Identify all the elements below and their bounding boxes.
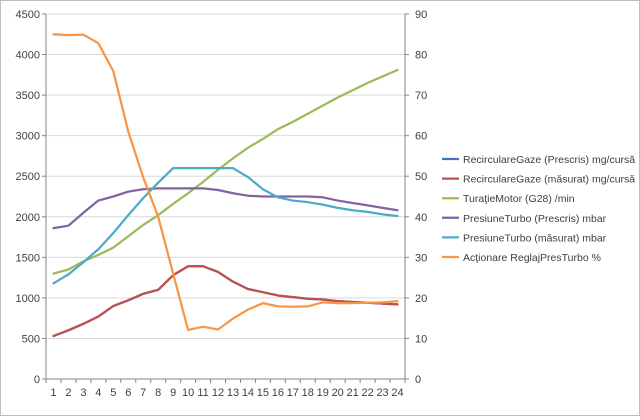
y2-tick-label: 80 [415,50,427,62]
y-tick-label: 1500 [16,252,40,264]
right-axis-tick-labels: 0 10 20 30 40 50 60 70 80 90 [415,9,427,386]
y-tick-label: 0 [34,374,40,386]
x-tick-label: 2 [65,387,71,399]
x-tick-label: 4 [95,387,101,399]
y-tick-label: 2500 [16,171,40,183]
y2-tick-label: 0 [415,374,421,386]
x-tick-label: 14 [242,387,254,399]
y2-tick-label: 10 [415,333,427,345]
x-tick-label: 20 [332,387,344,399]
x-tick-label: 15 [257,387,269,399]
legend-label: RecirculareGaze (Prescris) mg/cursă [463,154,635,166]
y-tick-label: 4000 [16,50,40,62]
y2-tick-label: 70 [415,90,427,102]
y2-tick-label: 20 [415,293,427,305]
y-tick-label: 3500 [16,90,40,102]
x-tick-label: 1 [50,387,56,399]
x-tick-label: 19 [317,387,329,399]
x-tick-label: 9 [170,387,176,399]
series-line-5 [52,166,399,285]
legend-label: Acţionare ReglajPresTurbo % [463,252,601,264]
series-lines [52,33,399,338]
y-tick-label: 500 [22,333,40,345]
x-tick-label: 18 [302,387,314,399]
legend-label: TuraţieMotor (G28) /min [463,193,575,205]
x-tick-label: 10 [182,387,194,399]
x-tick-label: 16 [272,387,284,399]
x-tick-label: 21 [347,387,359,399]
y2-tick-label: 50 [415,171,427,183]
axes [42,13,409,383]
y-tick-label: 1000 [16,293,40,305]
y2-tick-label: 60 [415,131,427,143]
x-tick-label: 12 [212,387,224,399]
x-tick-label: 11 [197,387,208,399]
y-tick-label: 3000 [16,131,40,143]
x-tick-label: 8 [155,387,161,399]
legend-label: PresiuneTurbo (măsurat) mbar [463,232,607,244]
left-axis-tick-labels: 0 500 1000 1500 2000 2500 3000 3500 4000 4500 [16,9,40,386]
x-axis-tick-labels: 1 2 3 4 5 6 7 8 9 10 11 12 13 14 15 16 17 18 19 20 21 22 23 24 [50,387,403,399]
legend-label: RecirculareGaze (măsurat) mg/cursă [463,174,635,186]
series-line-3 [52,68,399,275]
x-tick-label: 7 [140,387,146,399]
x-tick-label: 17 [287,387,299,399]
y-tick-label: 2000 [16,212,40,224]
y2-tick-label: 30 [415,252,427,264]
series-line-6 [52,33,399,332]
series-line-4 [52,187,399,230]
y-tick-label: 4500 [16,9,40,21]
x-tick-label: 23 [376,387,388,399]
x-tick-label: 5 [110,387,116,399]
x-tick-label: 3 [80,387,86,399]
grid-lines [46,13,405,339]
legend-label: PresiuneTurbo (Prescris) mbar [463,213,607,225]
x-tick-label: 22 [361,387,373,399]
y2-tick-label: 90 [415,9,427,21]
series-line-2 [52,265,399,338]
legend: RecirculareGaze (Prescris) mg/cursă Recir… [442,154,635,264]
x-tick-label: 6 [125,387,131,399]
x-tick-label: 13 [227,387,239,399]
x-tick-label: 24 [391,387,403,399]
y2-tick-label: 40 [415,212,427,224]
